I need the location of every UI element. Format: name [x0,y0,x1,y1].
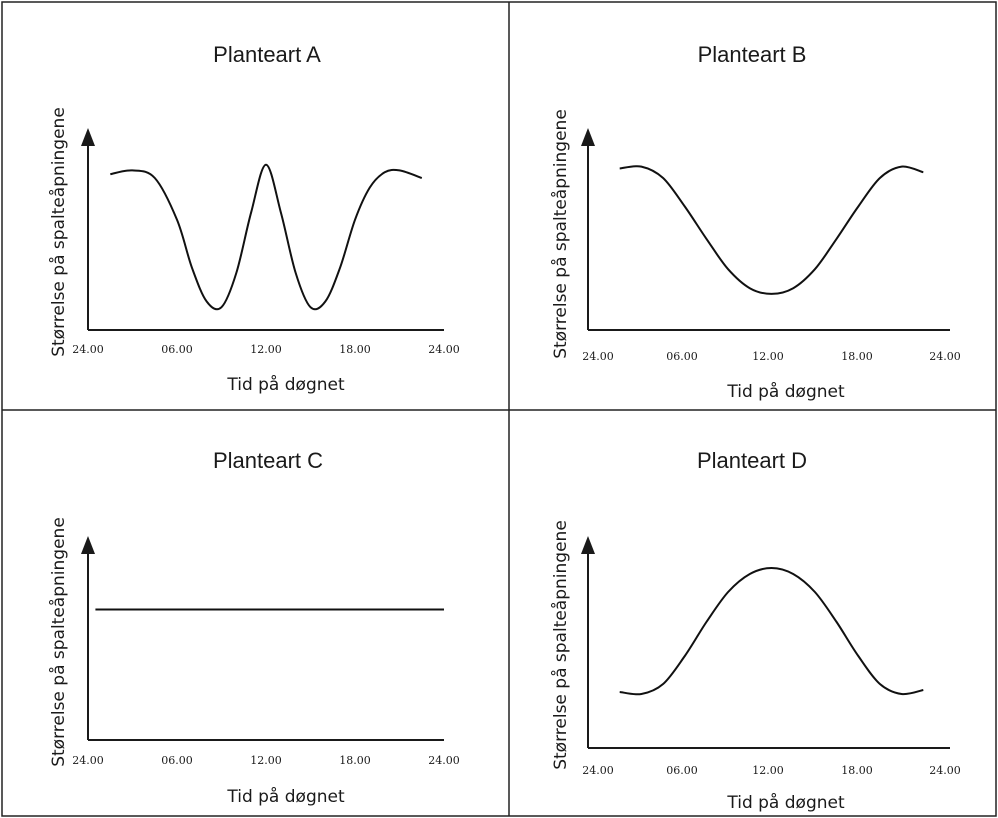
x-tick-label: 12.00 [752,764,784,777]
panel-d: Planteart D Størrelse på spalteåpningene… [550,448,961,813]
x-tick-label: 06.00 [161,754,193,767]
y-axis-arrow [581,536,595,554]
x-tick-label: 24.00 [929,350,961,363]
y-axis-arrow [81,536,95,554]
panel-b: Planteart B Størrelse på spalteåpningene… [550,42,961,402]
x-tick-label: 24.00 [929,764,961,777]
y-axis-label: Størrelse på spalteåpningene [48,107,69,357]
chart-title: Planteart D [697,448,807,473]
panel-c: Planteart C Størrelse på spalteåpningene… [48,448,460,807]
x-tick-label: 06.00 [666,764,698,777]
x-tick-label: 24.00 [428,754,460,767]
y-axis-label: Størrelse på spalteåpningene [550,520,571,770]
x-tick-label: 24.00 [582,764,614,777]
y-axis-label: Størrelse på spalteåpningene [550,109,571,359]
y-axis-arrow [81,128,95,146]
x-tick-label: 24.00 [582,350,614,363]
x-tick-label: 24.00 [72,754,104,767]
x-axis-label: Tid på døgnet [726,381,845,402]
x-tick-label: 24.00 [428,343,460,356]
x-tick-label: 12.00 [250,343,282,356]
panel-a: Planteart A Størrelse på spalteåpningene… [48,42,460,395]
x-axis-label: Tid på døgnet [226,374,345,395]
chart-title: Planteart C [213,448,323,473]
x-tick-label: 18.00 [841,764,873,777]
x-tick-label: 06.00 [161,343,193,356]
x-tick-label: 06.00 [666,350,698,363]
x-tick-label: 12.00 [752,350,784,363]
x-axis-label: Tid på døgnet [726,792,845,813]
series-line [619,566,924,696]
x-tick-label: 24.00 [72,343,104,356]
series-line [619,165,924,295]
x-axis-label: Tid på døgnet [226,786,345,807]
x-tick-label: 18.00 [339,754,371,767]
chart-title: Planteart A [213,42,321,67]
x-tick-label: 18.00 [841,350,873,363]
x-tick-label: 12.00 [250,754,282,767]
series-line [110,163,423,311]
y-axis-arrow [581,128,595,146]
x-tick-label: 18.00 [339,343,371,356]
y-axis-label: Størrelse på spalteåpningene [48,517,69,767]
chart-title: Planteart B [698,42,807,67]
